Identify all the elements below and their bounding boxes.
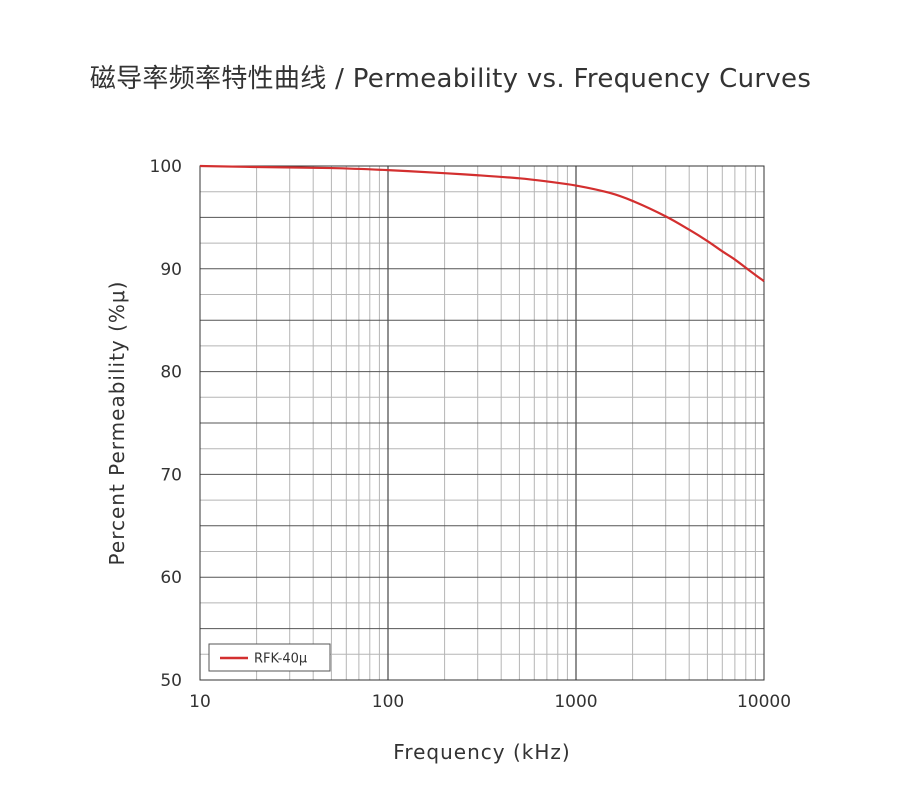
x-axis-label: Frequency (kHz) xyxy=(393,740,570,764)
y-tick-label: 100 xyxy=(150,157,182,177)
y-tick-label: 60 xyxy=(160,568,182,588)
series-layer xyxy=(199,164,765,283)
y-tick-label: 70 xyxy=(160,465,182,485)
legend: RFK-40μ xyxy=(208,643,331,672)
x-tick-label: 1000 xyxy=(554,692,597,712)
y-axis-label: Percent Permeability (%μ) xyxy=(105,281,129,566)
chart-title: 磁导率频率特性曲线 / Permeability vs. Frequency C… xyxy=(89,64,812,94)
y-tick-labels: 100 90 80 70 60 50 xyxy=(150,157,182,691)
x-tick-label: 100 xyxy=(372,692,404,712)
plot-frame xyxy=(199,165,765,681)
series-line xyxy=(199,164,765,283)
y-tick-label: 50 xyxy=(160,671,182,691)
x-tick-label: 10 xyxy=(189,692,211,712)
grid xyxy=(200,166,764,680)
x-tick-labels: 10 100 1000 10000 xyxy=(189,692,791,712)
legend-label: RFK-40μ xyxy=(254,652,307,667)
y-tick-label: 90 xyxy=(160,260,182,280)
x-tick-label: 10000 xyxy=(737,692,791,712)
y-tick-label: 80 xyxy=(160,363,182,383)
